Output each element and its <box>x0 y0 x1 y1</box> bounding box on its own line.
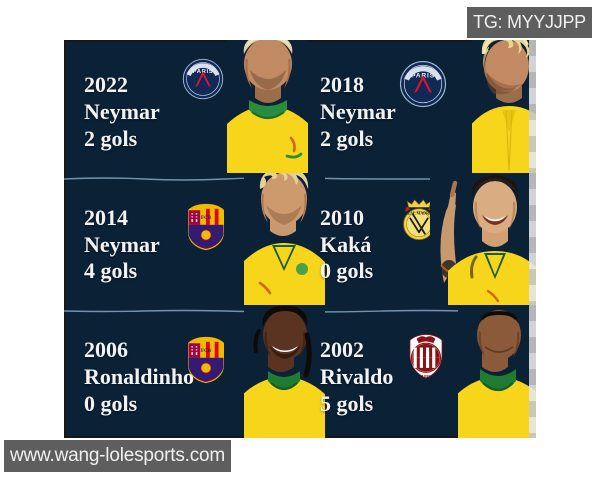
svg-text:1899: 1899 <box>422 374 432 379</box>
svg-text:FCB: FCB <box>201 215 212 221</box>
svg-text:FCB: FCB <box>201 348 212 354</box>
